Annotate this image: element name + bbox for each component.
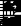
1% KP-103 solution xyxy=(5,9,6,10)
Line: Example 1: Example 1 xyxy=(0,5,21,15)
Legend: 1% KP-103 solution, Example 1: 1% KP-103 solution, Example 1 xyxy=(13,11,21,26)
Text: Figure 2: Figure 2 xyxy=(1,0,21,14)
Line: 1% KP-103 solution: 1% KP-103 solution xyxy=(0,0,21,15)
